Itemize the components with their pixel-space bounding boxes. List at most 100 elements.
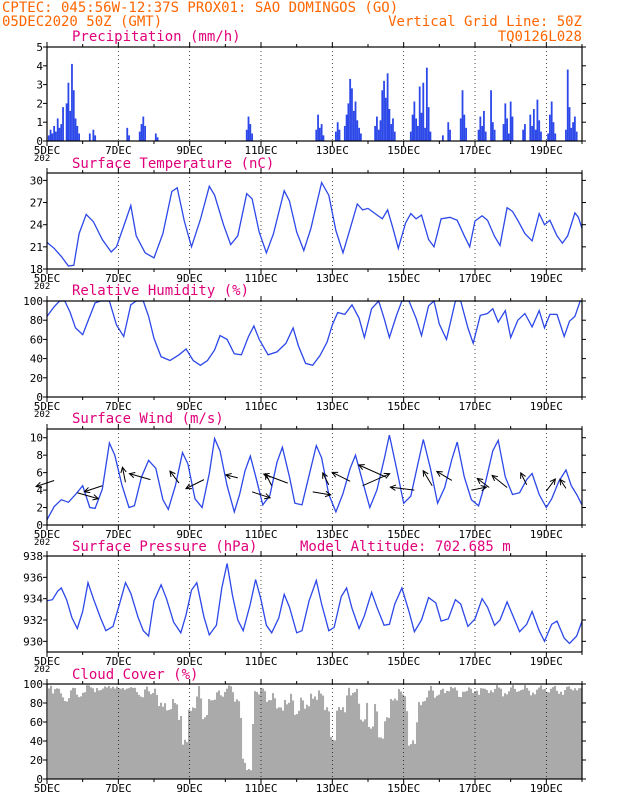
wind-vector — [263, 473, 288, 484]
cloud-cover-bar — [408, 745, 411, 779]
cloud-cover-bar — [450, 686, 453, 779]
panel-surface-temperature: Surface Temperature (nC) — [72, 156, 274, 172]
cloud-cover-bar — [164, 703, 167, 779]
cloud-cover-bar — [240, 717, 243, 779]
cloud-cover-bar — [554, 685, 557, 779]
wind-vector-arrowhead — [389, 484, 397, 491]
cloud-cover-bar — [242, 758, 245, 779]
cloud-cover-bar — [302, 700, 305, 779]
cloud-cover-bar — [440, 689, 443, 779]
cloud-cover-bar — [222, 696, 225, 779]
precip-bar — [71, 63, 73, 141]
cloud-cover-bar — [404, 696, 407, 779]
x-tick-label: 13DEC — [316, 782, 349, 795]
cloud-cover-bar — [210, 700, 213, 779]
plot-precip: 0 1 2 3 4 5 5DEC 7DEC 9DEC 11DEC 13DEC 15DEC 17DEC 19… — [34, 41, 586, 164]
cloud-cover-bar — [526, 687, 529, 779]
precip-bar — [386, 73, 389, 141]
precip-bar — [336, 122, 339, 141]
cloud-cover-bar — [430, 685, 433, 779]
y-tick-label: 18 — [30, 263, 43, 276]
plot-frame-pres — [46, 555, 583, 653]
cloud-cover-bar — [294, 714, 297, 779]
header-grid-line-note: Vertical Grid Line: 50Z — [388, 14, 582, 30]
cloud-cover-bar — [178, 719, 181, 779]
x-tick-label: 17DEC — [458, 528, 491, 541]
x-tick-label: 11DEC — [244, 272, 277, 285]
cloud-cover-bar — [288, 702, 291, 779]
cloud-cover-bar — [320, 693, 323, 779]
cloud-cover-bar — [86, 685, 89, 779]
cloud-cover-bar — [170, 709, 173, 779]
cloud-cover-bar — [392, 700, 395, 779]
cloud-cover-bar — [148, 691, 151, 779]
cloud-cover-bar — [184, 739, 187, 779]
cloud-cover-bar — [300, 697, 303, 779]
pressure-model-altitude: Model Altitude: 702.685 m — [300, 539, 511, 555]
cloud-cover-bar — [386, 717, 389, 779]
cloud-cover-bar — [196, 696, 199, 779]
cloud-cover-bar — [546, 691, 549, 779]
cloud-cover-bar — [474, 691, 477, 779]
x-tick-label: 9DEC — [176, 655, 203, 668]
precip-bar — [88, 133, 91, 141]
x-tick-label: 9DEC — [176, 144, 203, 157]
cloud-cover-bar — [472, 692, 475, 779]
cloud-cover-bar — [94, 692, 97, 779]
precip-bar — [565, 129, 567, 141]
cloud-cover-bar — [280, 707, 283, 779]
cloud-cover-bar — [486, 690, 489, 779]
precip-bar — [477, 129, 480, 141]
cloud-cover-bar — [118, 688, 121, 779]
panel-surface-wind: Surface Wind (m/s) — [72, 411, 224, 427]
header-location: CPTEC: 045:56W-12:37S PROX01: SAO DOMING… — [2, 0, 398, 16]
cloud-cover-bar — [436, 695, 439, 779]
cloud-cover-bar — [266, 701, 269, 779]
cloud-cover-bar — [206, 715, 209, 779]
plot-pres: 930 932 934 936 938 5DEC 7DEC 9DEC 11DEC 13DEC 15D… — [23, 550, 586, 675]
precip-bar — [536, 99, 539, 141]
cloud-cover-bar — [52, 693, 55, 779]
precip-bar — [322, 135, 325, 141]
precip-bar — [540, 131, 542, 141]
wind-vector-arrowhead — [128, 471, 136, 479]
y-tick-label: 0 — [36, 135, 43, 148]
wind-vector-arrowhead — [357, 464, 365, 470]
cloud-cover-bar — [540, 685, 543, 779]
wind-vector — [476, 478, 490, 488]
precip-bar — [62, 107, 64, 141]
cloud-cover-bar — [434, 697, 437, 779]
cloud-cover-bar — [104, 686, 107, 779]
plot-cloud: 0 20 40 60 80 100 5DEC 7DEC 9DEC 11DEC 13DEC 15DEC 1… — [23, 678, 586, 795]
wind-vector-arrowhead — [435, 470, 443, 477]
plot-rh: 0 20 40 60 80 100 5DEC 7DEC 9DEC 11DEC 13DEC 15DEC 1… — [23, 295, 586, 420]
precip-bar — [479, 116, 482, 141]
wind-vector-arrowhead — [224, 473, 232, 480]
cloud-cover-bar — [568, 686, 571, 779]
precip-bar — [549, 114, 551, 141]
x-tick-label: 11DEC — [244, 144, 277, 157]
wind-vector-arrowhead — [422, 469, 429, 477]
cloud-cover-bar — [232, 692, 235, 779]
wind-vector — [225, 474, 238, 479]
precip-bar — [128, 135, 130, 141]
cloud-cover-bar — [110, 688, 113, 779]
cloud-cover-bar — [580, 688, 583, 779]
wind-vector-arrowhead — [476, 477, 484, 485]
cloud-cover-bar — [432, 690, 435, 779]
cloud-cover-bar — [290, 693, 293, 779]
wind-vector — [436, 471, 453, 481]
precip-bar — [570, 127, 573, 141]
precip-bar — [379, 120, 382, 141]
cloud-cover-bar — [514, 688, 517, 779]
precip-bar — [53, 125, 56, 141]
cloud-cover-bar — [264, 691, 267, 779]
cloud-cover-bar — [538, 687, 541, 779]
cloud-cover-bar — [480, 688, 483, 779]
cloud-cover-bar — [140, 696, 143, 779]
cloud-cover-bar — [248, 768, 251, 779]
cloud-cover-bar — [226, 688, 229, 779]
precip-bar — [60, 124, 63, 141]
cloud-cover-bar — [496, 685, 499, 779]
cloud-cover-bar — [444, 693, 447, 779]
